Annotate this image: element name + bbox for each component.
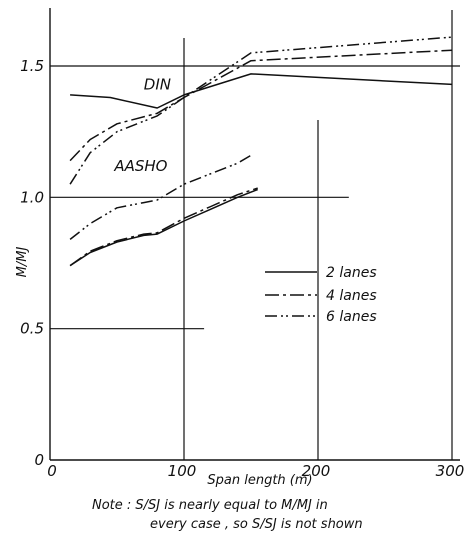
y-axis-label: M/MJ bbox=[15, 247, 30, 278]
legend: 2 lanes 4 lanes 6 lanes bbox=[265, 265, 377, 325]
x-tick-label: 300 bbox=[436, 462, 465, 480]
legend-label: 4 lanes bbox=[326, 288, 377, 304]
y-tick-label: 0.5 bbox=[20, 320, 44, 338]
series-lines bbox=[69, 36, 453, 267]
axes bbox=[49, 8, 460, 461]
series-din-6-lanes bbox=[69, 36, 453, 185]
y-tick-label: 1.5 bbox=[20, 57, 44, 75]
series-aasho-2-lanes bbox=[69, 188, 258, 267]
x-tick-label: 200 bbox=[302, 462, 331, 480]
note-line-1: Note : S/SJ is nearly equal to M/MJ in bbox=[92, 498, 328, 513]
tick-labels: 0 100 200 300 0 0.5 1.0 1.5 bbox=[20, 57, 464, 480]
series-din-4-lanes bbox=[69, 49, 453, 162]
series-aasho-4-lanes bbox=[69, 187, 258, 267]
annotation-aasho: AASHO bbox=[113, 157, 167, 175]
x-tick-label: 100 bbox=[168, 462, 197, 480]
series-aasho-6-lanes bbox=[69, 154, 252, 240]
annotation-din: DIN bbox=[144, 76, 171, 94]
note-line-2: every case , so S/SJ is not shown bbox=[150, 517, 363, 532]
y-tick-label: 1.0 bbox=[20, 188, 44, 206]
legend-label: 2 lanes bbox=[326, 265, 377, 281]
annotations: DIN AASHO bbox=[113, 76, 171, 175]
legend-label: 6 lanes bbox=[326, 309, 377, 325]
series-din-2-lanes bbox=[70, 73, 453, 109]
x-tick-label: 0 bbox=[47, 462, 57, 480]
x-axis-label: Span length (m) bbox=[207, 473, 312, 488]
y-tick-label: 0 bbox=[34, 451, 44, 469]
grid-lines bbox=[50, 10, 460, 460]
